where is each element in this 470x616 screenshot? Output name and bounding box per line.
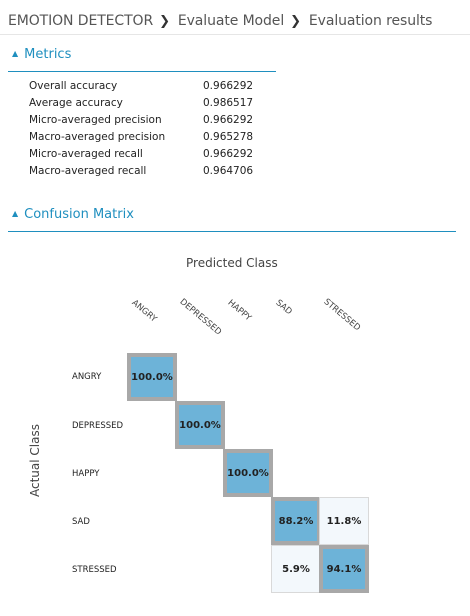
metric-value: 0.965278 bbox=[203, 131, 254, 143]
metrics-section-toggle[interactable]: ▲ Metrics bbox=[12, 47, 71, 62]
metrics-section-divider bbox=[8, 71, 276, 72]
metric-label: Average accuracy bbox=[29, 97, 123, 109]
collapse-triangle-icon: ▲ bbox=[12, 49, 19, 58]
row-label-sad: SAD bbox=[72, 517, 90, 527]
metric-value: 0.986517 bbox=[203, 97, 254, 109]
row-label-angry: ANGRY bbox=[72, 372, 102, 382]
column-label-happy: HAPPY bbox=[225, 298, 254, 324]
predicted-class-title: Predicted Class bbox=[186, 256, 278, 270]
metrics-section-title: Metrics bbox=[24, 47, 72, 62]
row-label-depressed: DEPRESSED bbox=[72, 421, 124, 431]
chevron-right-icon: ❯ bbox=[290, 14, 301, 29]
breadcrumb: EMOTION DETECTOR ❯ Evaluate Model ❯ Evaluati… bbox=[8, 13, 432, 29]
header-divider bbox=[0, 34, 470, 35]
matrix-cell-stressed-stressed: 94.1% bbox=[319, 545, 369, 593]
chevron-right-icon: ❯ bbox=[159, 14, 170, 29]
matrix-cell-depressed-depressed: 100.0% bbox=[175, 401, 225, 449]
matrix-cell-happy-happy: 100.0% bbox=[223, 449, 273, 497]
metric-label: Macro-averaged recall bbox=[29, 165, 147, 177]
metric-label: Overall accuracy bbox=[29, 80, 118, 92]
row-label-stressed: STRESSED bbox=[72, 565, 117, 575]
breadcrumb-item-module[interactable]: Evaluate Model bbox=[177, 13, 285, 29]
confusion-section-divider bbox=[8, 231, 456, 232]
collapse-triangle-icon: ▲ bbox=[12, 209, 19, 218]
column-label-stressed: STRESSED bbox=[321, 297, 363, 334]
matrix-cell-sad-sad: 88.2% bbox=[271, 497, 321, 545]
breadcrumb-item-experiment[interactable]: EMOTION DETECTOR bbox=[8, 13, 154, 29]
metric-label: Micro-averaged precision bbox=[29, 114, 162, 126]
metric-value: 0.966292 bbox=[203, 114, 254, 126]
row-label-happy: HAPPY bbox=[72, 469, 100, 479]
matrix-cell-stressed-sad: 5.9% bbox=[271, 545, 321, 593]
metric-value: 0.966292 bbox=[203, 148, 254, 160]
column-label-angry: ANGRY bbox=[129, 298, 159, 325]
confusion-section-toggle[interactable]: ▲ Confusion Matrix bbox=[12, 207, 134, 222]
breadcrumb-item-current: Evaluation results bbox=[308, 13, 433, 29]
metric-value: 0.964706 bbox=[203, 165, 254, 177]
actual-class-title: Actual Class bbox=[28, 424, 42, 497]
metric-value: 0.966292 bbox=[203, 80, 254, 92]
column-label-depressed: DEPRESSED bbox=[177, 297, 224, 338]
column-label-sad: SAD bbox=[273, 298, 294, 318]
metric-label: Micro-averaged recall bbox=[29, 148, 143, 160]
matrix-cell-angry-angry: 100.0% bbox=[127, 353, 177, 401]
metric-label: Macro-averaged precision bbox=[29, 131, 166, 143]
matrix-cell-sad-stressed: 11.8% bbox=[319, 497, 369, 545]
confusion-section-title: Confusion Matrix bbox=[24, 207, 134, 222]
